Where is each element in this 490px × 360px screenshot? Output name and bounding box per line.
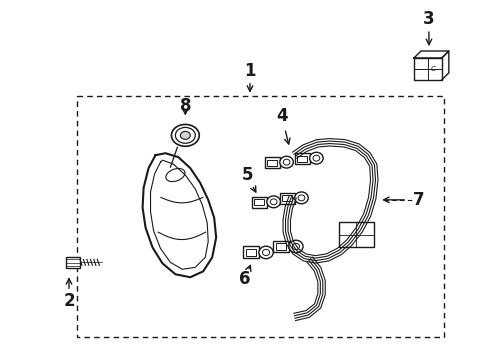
Bar [273,240,289,252]
Ellipse shape [175,127,196,143]
Bar [268,160,277,166]
Ellipse shape [293,243,299,249]
Bar [275,243,286,250]
Bar [243,247,259,258]
Bar [294,153,310,164]
Text: 4: 4 [276,107,288,125]
Bar [297,156,307,162]
Bar [254,199,264,205]
Text: C: C [431,66,436,72]
Bar [77,96,444,337]
Ellipse shape [180,131,190,139]
Ellipse shape [267,196,280,208]
Ellipse shape [263,249,270,256]
Bar [245,249,256,256]
Text: 7: 7 [413,191,425,209]
Bar [280,193,294,204]
Ellipse shape [280,156,294,168]
Ellipse shape [283,159,290,165]
Ellipse shape [172,125,199,146]
Bar [282,195,292,201]
Bar [66,257,80,268]
Ellipse shape [259,246,273,259]
Text: 5: 5 [242,166,254,184]
Bar [340,222,374,247]
Text: 1: 1 [244,62,256,80]
Ellipse shape [313,155,320,161]
Ellipse shape [310,152,323,164]
Bar [265,157,280,168]
Ellipse shape [270,199,277,205]
Text: 8: 8 [180,96,191,114]
Text: 3: 3 [423,10,435,28]
Ellipse shape [289,240,303,253]
Text: 6: 6 [239,270,251,288]
Text: 2: 2 [63,292,75,310]
Ellipse shape [294,192,308,204]
Bar [252,197,267,208]
Ellipse shape [166,168,185,181]
Ellipse shape [298,195,305,201]
